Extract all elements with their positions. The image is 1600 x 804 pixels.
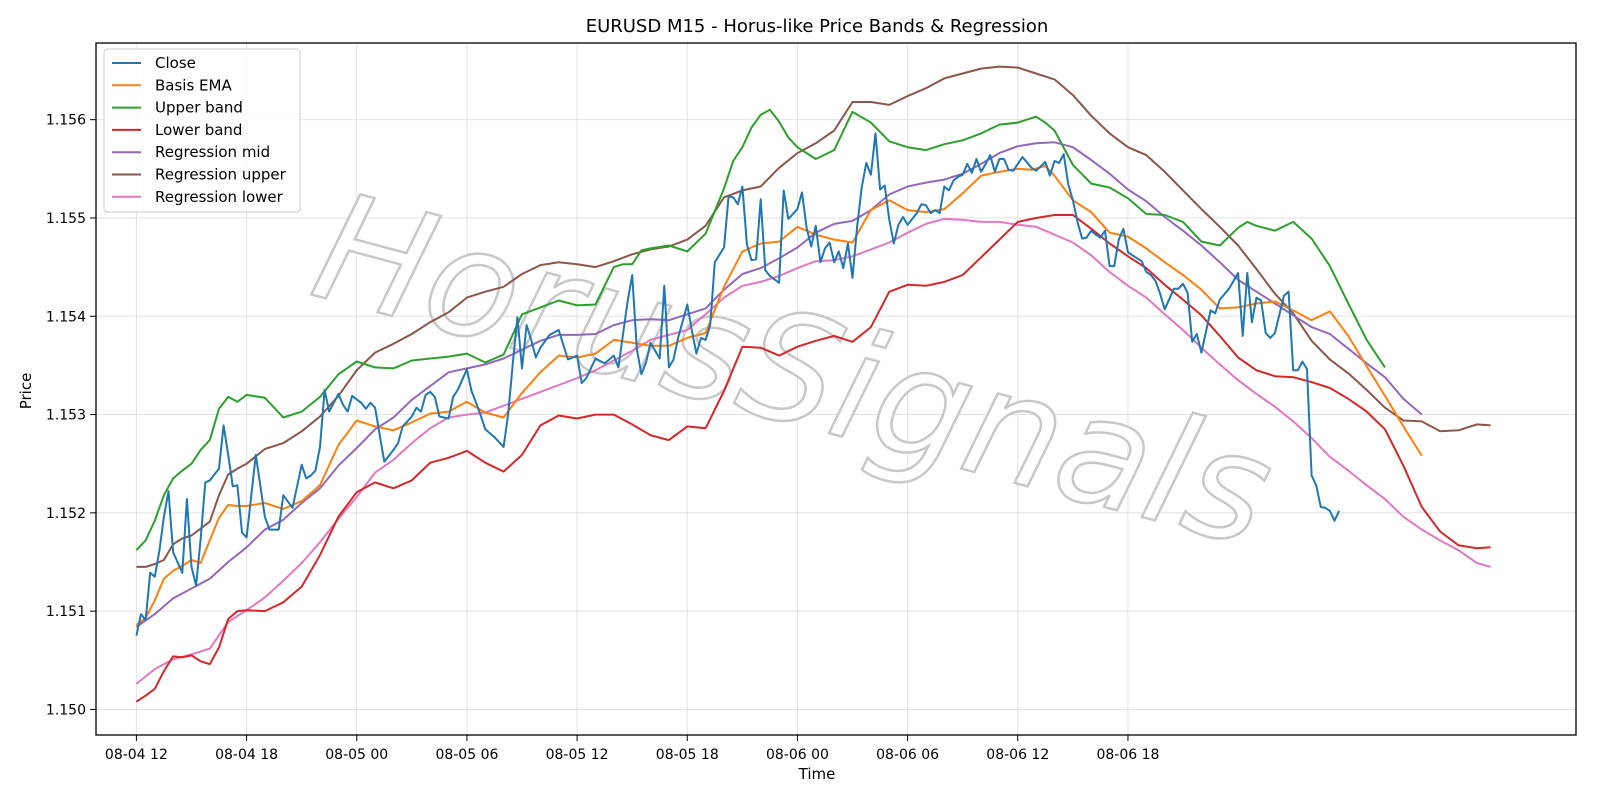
x-axis-ticks: 08-04 12 08-04 18 08-05 00 08-05 06 08-05 12…	[105, 735, 1159, 763]
series-line-lower-band	[135, 214, 1491, 703]
legend-label-regression-lower: Regression lower	[155, 188, 284, 206]
legend-box	[103, 48, 301, 213]
series-line-regression-mid	[135, 141, 1423, 628]
y-tick-label: 1.154	[46, 309, 86, 325]
x-tick-label: 08-05 00	[325, 747, 388, 763]
legend-label-regression-mid: Regression mid	[155, 143, 270, 161]
legend-label-upper-band: Upper band	[155, 99, 243, 117]
x-tick-label: 08-06 18	[1096, 747, 1159, 763]
y-axis-title: Price	[17, 373, 35, 410]
x-tick-label: 08-04 18	[215, 747, 278, 763]
legend: Close Basis EMA Upper band Lower band Regres…	[103, 48, 301, 213]
series-line-basis-ema	[135, 164, 1423, 626]
series-lines	[135, 65, 1491, 703]
y-tick-label: 1.150	[46, 702, 86, 718]
y-tick-label: 1.151	[46, 604, 86, 620]
legend-label-close: Close	[155, 54, 196, 72]
chart-title: EURUSD M15 - Horus-like Price Bands & Re…	[586, 16, 1049, 37]
y-tick-label: 1.156	[46, 113, 86, 129]
y-axis-ticks: 1.150 1.151 1.152 1.153 1.154 1.155 1.156	[46, 113, 96, 718]
x-tick-label: 08-04 12	[105, 747, 168, 763]
grid	[96, 43, 1576, 735]
series-line-close	[135, 132, 1341, 636]
y-tick-label: 1.153	[46, 408, 86, 424]
x-tick-label: 08-05 06	[435, 747, 498, 763]
y-tick-label: 1.152	[46, 506, 86, 522]
series-line-regression-upper	[136, 65, 1491, 568]
x-tick-label: 08-06 06	[876, 747, 939, 763]
legend-label-lower-band: Lower band	[155, 121, 242, 139]
x-tick-label: 08-06 00	[766, 747, 829, 763]
x-axis-title: Time	[798, 765, 836, 783]
legend-label-basis-ema: Basis EMA	[155, 76, 232, 94]
series-line-upper-band	[135, 108, 1386, 551]
x-tick-label: 08-05 12	[546, 747, 609, 763]
plot-frame	[95, 42, 1577, 736]
x-tick-label: 08-06 12	[986, 747, 1049, 763]
legend-label-regression-upper: Regression upper	[155, 166, 287, 184]
x-tick-label: 08-05 18	[656, 747, 719, 763]
y-tick-label: 1.155	[46, 211, 86, 227]
